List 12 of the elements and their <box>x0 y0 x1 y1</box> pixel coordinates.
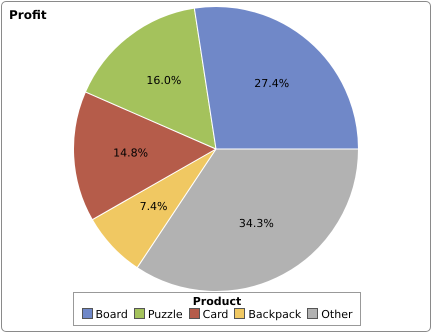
data-label: 34.3% <box>238 217 274 230</box>
data-label: 14.8% <box>113 146 148 160</box>
legend-label: Board <box>94 308 128 321</box>
legend-label: Other <box>320 308 352 321</box>
legend-label: Puzzle <box>146 308 183 321</box>
legend-label: Backpack <box>247 308 302 321</box>
legend-title: Product <box>192 295 242 308</box>
data-label: 16.0% <box>146 74 182 88</box>
legend-label: Card <box>202 308 228 321</box>
data-label: 7.4% <box>140 200 168 214</box>
chart-title: Profit <box>9 8 47 22</box>
data-label: 27.4% <box>254 76 290 90</box>
